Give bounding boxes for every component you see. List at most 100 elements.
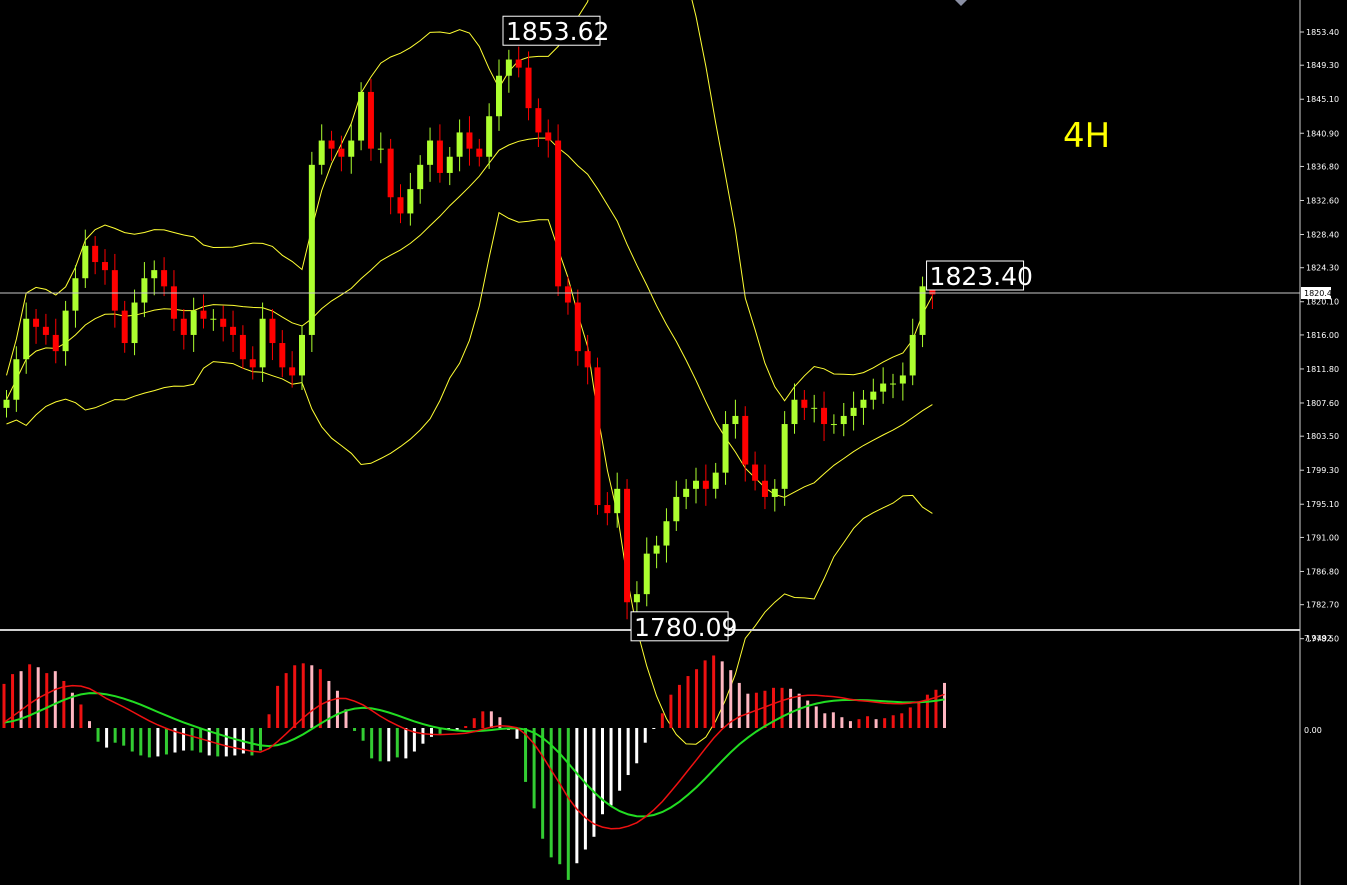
macd-bar: [455, 728, 459, 730]
macd-bar: [122, 728, 126, 746]
candle: [574, 289, 581, 366]
candle: [781, 411, 788, 506]
macd-bar: [857, 719, 861, 728]
macd-bar: [412, 728, 416, 752]
candle: [190, 297, 197, 352]
price-tick-label: 1828.40: [1306, 231, 1339, 240]
macd-bar: [489, 711, 493, 728]
candle: [161, 257, 168, 297]
macd-bar: [643, 728, 647, 743]
price-callout-label: 1823.40: [930, 262, 1033, 291]
candle: [564, 276, 571, 315]
current-price-tag: 1820.48: [1301, 287, 1337, 299]
price-callout-label: 1853.62: [506, 17, 609, 46]
macd-bar: [378, 728, 382, 762]
candle: [821, 391, 828, 442]
price-tick-label: 1782.70: [1306, 601, 1339, 610]
price-tick-label: 1824.30: [1306, 264, 1339, 273]
macd-bar: [130, 728, 134, 752]
macd-bar: [848, 721, 852, 728]
candlestick-series: [3, 46, 936, 620]
macd-bar: [259, 728, 262, 751]
macd-bar: [19, 671, 23, 728]
candle: [712, 462, 719, 499]
price-annotations: 1853.62 1823.40 1780.09: [502, 15, 1033, 642]
candle: [702, 464, 709, 506]
price-axis: 1853.40 1849.30 1845.10 1840.90 1836.80 1832.…: [1300, 28, 1339, 644]
macd-bar: [53, 671, 57, 728]
bollinger-upper: [6, 0, 933, 402]
price-tick-label: 1853.40: [1306, 28, 1339, 37]
candle: [3, 390, 10, 418]
candle: [33, 309, 40, 344]
candle: [850, 391, 857, 431]
price-tick-label: 1795.10: [1306, 500, 1339, 509]
candle: [722, 411, 729, 485]
candle: [52, 318, 59, 364]
macd-bar: [583, 728, 587, 850]
price-tick-label: 1820.10: [1306, 298, 1339, 307]
macd-bar: [199, 728, 203, 753]
price-callout-label: 1780.09: [634, 613, 737, 642]
macd-zero-label: 0.00: [1304, 726, 1322, 735]
macd-bar: [96, 728, 100, 742]
macd-bar: [866, 716, 870, 728]
candle: [830, 414, 837, 434]
price-tick-label: 1778.50: [1306, 635, 1339, 644]
macd-bar: [609, 728, 613, 806]
candle: [141, 262, 148, 318]
macd-bar: [421, 728, 425, 744]
macd-bar: [344, 709, 348, 728]
candle: [338, 135, 345, 172]
candle: [446, 147, 453, 186]
candle: [673, 480, 680, 531]
candle: [663, 508, 670, 563]
scroll-marker-icon[interactable]: [955, 0, 967, 6]
macd-bar: [113, 728, 117, 743]
macd-bar: [917, 702, 921, 728]
candle: [811, 394, 818, 423]
macd-bar: [695, 669, 699, 728]
candle: [82, 229, 89, 288]
macd-bar: [404, 728, 408, 759]
macd-bar: [831, 712, 835, 728]
macd-bar: [626, 728, 630, 776]
candle: [525, 51, 532, 121]
candle: [515, 46, 522, 78]
macd-bar: [335, 690, 339, 728]
candle: [486, 103, 493, 169]
macd-bar: [712, 655, 716, 728]
macd-bar: [430, 728, 433, 737]
candle: [476, 138, 483, 167]
candle: [318, 124, 325, 175]
candle: [367, 78, 374, 161]
macd-bar: [481, 711, 485, 728]
candle: [13, 346, 20, 412]
candle: [92, 236, 99, 275]
macd-bar: [891, 715, 895, 728]
macd-bar: [532, 728, 536, 809]
macd-bar: [233, 728, 237, 756]
candle: [535, 98, 542, 148]
candle: [505, 49, 512, 93]
candle: [259, 302, 266, 382]
macd-bar: [746, 693, 750, 728]
candle: [496, 59, 502, 131]
macd-bar: [601, 728, 604, 815]
macd-bar: [635, 728, 639, 764]
bollinger-lower: [6, 211, 933, 745]
macd-bar: [686, 676, 690, 728]
price-tick-label: 1836.80: [1306, 162, 1339, 171]
price-callout: 1823.40: [926, 260, 1033, 291]
macd-bar: [524, 728, 528, 782]
macd-bar: [652, 728, 656, 729]
candle: [840, 402, 847, 437]
macd-bar: [156, 728, 160, 757]
candle: [230, 310, 237, 352]
macd-bar: [361, 728, 365, 741]
macd-bar: [737, 682, 741, 728]
macd-bar: [883, 718, 887, 728]
price-callout: 1853.62: [502, 15, 609, 46]
